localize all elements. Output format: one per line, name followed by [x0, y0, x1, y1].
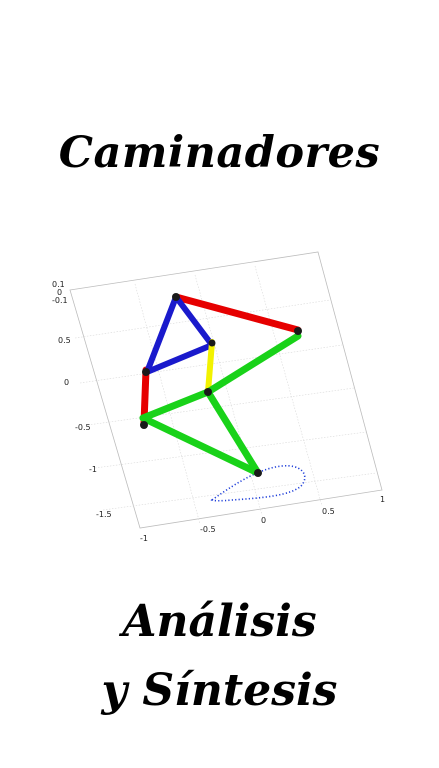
y-tick-label: -0.5: [75, 423, 91, 432]
blue-link: [173, 294, 215, 348]
joint: [208, 339, 216, 347]
x-tick-label: 1: [380, 495, 385, 504]
tick-labels-bottom: -1 -0.5 0 0.5 1: [140, 495, 385, 543]
joint: [254, 469, 262, 477]
green-link: [204, 332, 302, 396]
grid-lines: [74, 265, 377, 525]
z-tick-label: -0.1: [52, 296, 68, 305]
joint: [204, 388, 212, 396]
joint: [294, 327, 302, 335]
z-tick-label: 0.1: [52, 280, 65, 289]
axes-box: [69, 251, 383, 529]
y-tick-label: 0: [64, 378, 69, 387]
main-title: Caminadores: [58, 128, 381, 178]
mechanism-figure: 0.1 0 -0.1 0.5 0 -0.5 -1 -1.5 -1 -0.5 0 …: [52, 251, 385, 543]
red-link: [172, 293, 302, 334]
subtitle-line-1: Análisis: [122, 596, 317, 647]
x-tick-label: -1: [140, 534, 148, 543]
joint: [172, 293, 180, 301]
z-tick-label: 0: [57, 288, 62, 297]
green-link: [204, 388, 262, 477]
green-link: [139, 388, 212, 422]
joint: [142, 368, 150, 376]
blue-link: [144, 342, 215, 375]
x-tick-label: 0: [261, 516, 266, 525]
blue-link: [144, 294, 179, 375]
subtitle-line-2: y Síntesis: [101, 665, 338, 716]
y-tick-label: -1: [89, 465, 97, 474]
tick-labels-left: 0.1 0 -0.1 0.5 0 -0.5 -1 -1.5: [52, 280, 112, 519]
y-tick-label: -1.5: [96, 510, 112, 519]
joint: [140, 421, 148, 429]
x-tick-label: -0.5: [200, 525, 216, 534]
yellow-link: [205, 339, 215, 395]
x-tick-label: 0.5: [322, 507, 335, 516]
axes-frame: [69, 251, 383, 529]
y-tick-label: 0.5: [58, 336, 71, 345]
green-link: [139, 414, 262, 477]
